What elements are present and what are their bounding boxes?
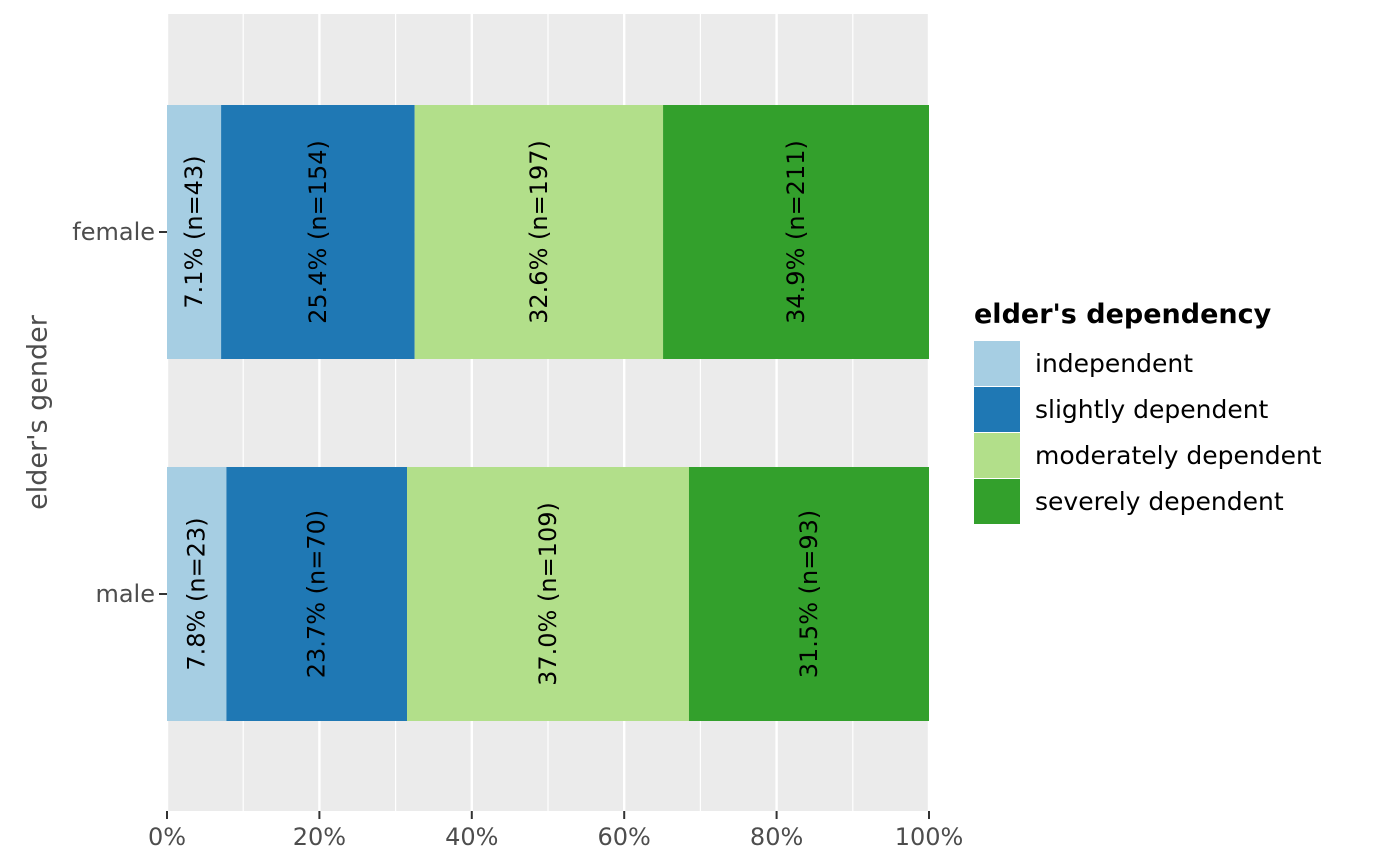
x-tick-label: 20% — [293, 823, 346, 851]
x-tick-label: 80% — [750, 823, 803, 851]
x-tick-label: 40% — [445, 823, 498, 851]
data-label: 34.9% (n=211) — [782, 140, 810, 324]
x-tick-label: 0% — [148, 823, 186, 851]
y-tick-label: female — [72, 218, 155, 246]
legend-key — [974, 433, 1020, 478]
legend-label: severely dependent — [1035, 487, 1284, 516]
data-label: 25.4% (n=154) — [304, 140, 332, 324]
bar-segment-female-severely-dependent — [663, 105, 929, 359]
x-tick-label: 60% — [598, 823, 651, 851]
data-label: 23.7% (n=70) — [303, 510, 331, 678]
legend-label: slightly dependent — [1035, 395, 1269, 424]
data-label: 37.0% (n=109) — [534, 502, 562, 686]
bar-segment-male-independent — [167, 467, 227, 721]
bar-segment-female-moderately-dependent — [414, 105, 664, 359]
legend-key — [974, 387, 1020, 432]
legend-items: independent slightly dependent moderately … — [974, 341, 1322, 524]
legend-label: moderately dependent — [1035, 441, 1322, 470]
data-label: 7.8% (n=23) — [183, 517, 211, 670]
data-label: 31.5% (n=93) — [795, 510, 823, 678]
x-tick-label: 100% — [895, 823, 964, 851]
axes: female male 0% 20% 40% 60% 80% 100% — [72, 218, 963, 851]
bar-segment-female-independent — [167, 105, 222, 359]
bar-segment-male-severely-dependent — [688, 467, 929, 721]
legend-key — [974, 479, 1020, 524]
bar-segments — [167, 105, 929, 721]
data-label: 32.6% (n=197) — [525, 140, 553, 324]
legend: elder's dependency independent slightly d… — [974, 299, 1322, 524]
legend-key — [974, 341, 1020, 386]
legend-title: elder's dependency — [974, 299, 1272, 330]
bar-segment-male-slightly-dependent — [226, 467, 408, 721]
bar-segment-male-moderately-dependent — [407, 467, 689, 721]
bar-segment-female-slightly-dependent — [221, 105, 415, 359]
legend-label: independent — [1035, 349, 1193, 378]
y-axis-title: elder's gender — [23, 314, 54, 510]
data-labels: 7.1% (n=43) 25.4% (n=154) 32.6% (n=197) 34.… — [180, 140, 823, 686]
data-label: 7.1% (n=43) — [180, 155, 208, 308]
y-tick-label: male — [95, 580, 155, 608]
